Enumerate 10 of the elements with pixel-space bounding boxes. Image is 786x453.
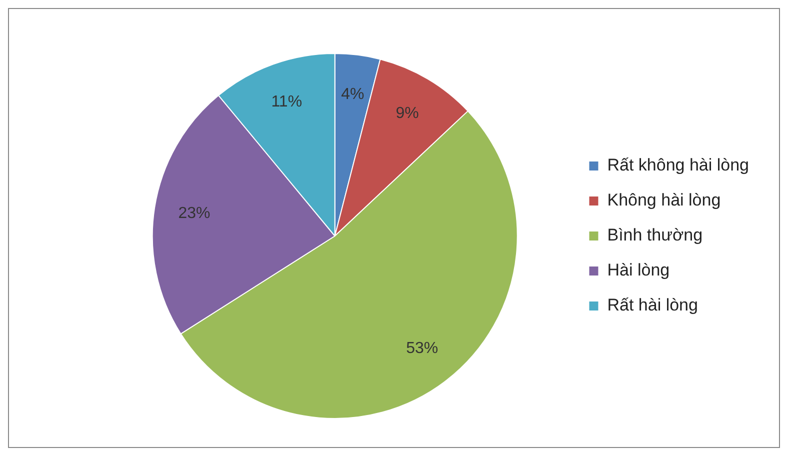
data-label: 4% [341, 86, 364, 104]
legend-label: Bình thường [607, 226, 703, 245]
legend-label: Rất không hài lòng [607, 156, 750, 175]
data-label: 9% [396, 104, 419, 122]
legend-label: Không hài lòng [607, 190, 721, 210]
data-label: 23% [178, 205, 210, 222]
legend-label: Hài lòng [607, 260, 670, 280]
data-label: 11% [271, 93, 302, 110]
legend-label: Rất hài lòng [607, 296, 698, 315]
data-label: 53% [406, 340, 438, 357]
